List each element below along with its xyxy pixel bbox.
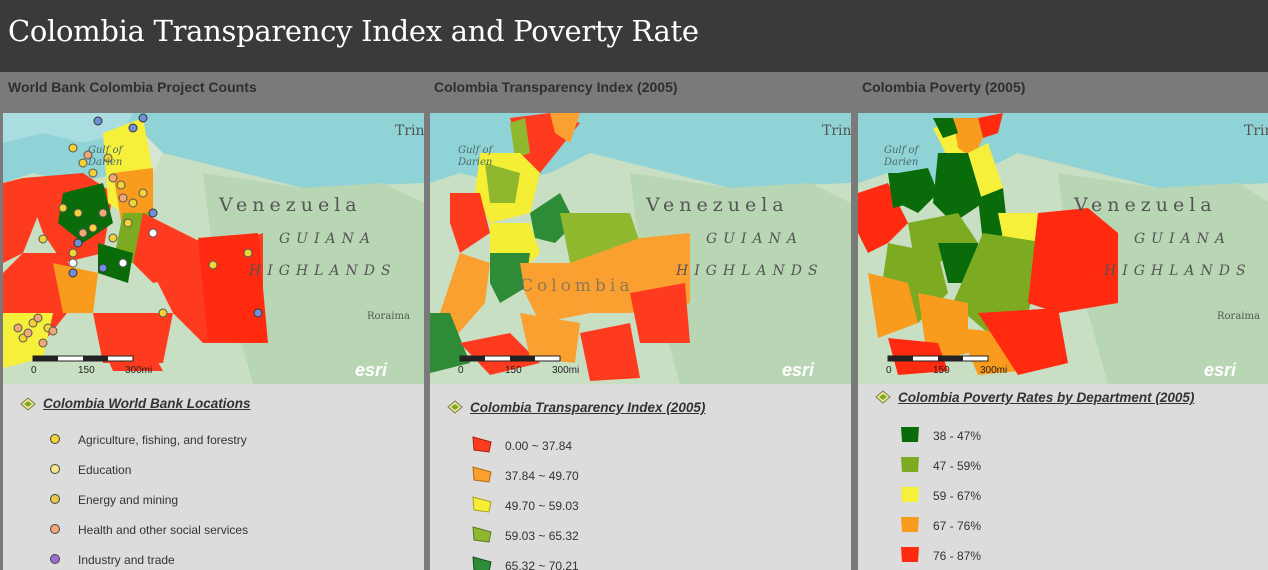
legend-item: Industry and trade xyxy=(3,548,424,570)
map-label-trin: Trin xyxy=(1244,123,1268,139)
layer-icon xyxy=(447,400,463,414)
map-label-darien: Darien xyxy=(87,157,122,168)
legend-swatch xyxy=(472,466,492,483)
legend-title[interactable]: Colombia World Bank Locations xyxy=(43,396,251,411)
legend-item: 59 - 67% xyxy=(858,484,1268,508)
legend-title[interactable]: Colombia Transparency Index (2005) xyxy=(470,400,706,415)
legend-swatch xyxy=(472,496,492,513)
legend-item: 47 - 59% xyxy=(858,454,1268,478)
esri-logo: esri xyxy=(782,360,815,380)
legend-dot xyxy=(50,434,60,444)
legend-item: 49.70 ~ 59.03 xyxy=(430,494,851,518)
legend-swatch xyxy=(901,517,919,532)
map-label-darien: Darien xyxy=(883,157,918,168)
map-project-counts[interactable]: Gulf of Darien Venezuela GUIANA HIGHLAND… xyxy=(3,113,424,384)
esri-logo: esri xyxy=(1204,360,1237,380)
scale-label-300: 300mi xyxy=(125,365,152,376)
legend-item: 37.84 ~ 49.70 xyxy=(430,464,851,488)
scale-label-0: 0 xyxy=(458,365,464,376)
scale-bar: 0 150 300mi xyxy=(458,355,579,376)
map-label-gulf: Gulf of xyxy=(458,145,495,156)
scale-label-150: 150 xyxy=(78,365,95,376)
map-transparency[interactable]: Gulf of Darien Venezuela GUIANA HIGHLAND… xyxy=(430,113,851,384)
panel-title: Colombia Transparency Index (2005) xyxy=(434,79,678,95)
map-label-highlands: HIGHLANDS xyxy=(675,263,824,279)
scale-label-150: 150 xyxy=(505,365,522,376)
legend-title[interactable]: Colombia Poverty Rates by Department (20… xyxy=(898,390,1195,405)
legend-dot xyxy=(50,554,60,564)
legend-poverty: Colombia Poverty Rates by Department (20… xyxy=(858,384,1268,570)
header-bar: Colombia Transparency Index and Poverty … xyxy=(0,0,1268,72)
legend-dot xyxy=(50,494,60,504)
layer-icon xyxy=(20,397,36,411)
legend-item: 76 - 87% xyxy=(858,544,1268,568)
legend-dot xyxy=(50,524,60,534)
map-label-trin: Trin xyxy=(822,123,851,139)
map-label-darien: Darien xyxy=(457,157,492,168)
panel-title: World Bank Colombia Project Counts xyxy=(8,79,257,95)
legend-item: 65.32 ~ 70.21 xyxy=(430,554,851,570)
legend-project-counts: Colombia World Bank Locations Agricultur… xyxy=(3,384,424,570)
map-label-venezuela: Venezuela xyxy=(645,194,789,216)
legend-item: 67 - 76% xyxy=(858,514,1268,538)
map-label-gulf: Gulf of xyxy=(88,145,125,156)
layer-icon xyxy=(875,390,891,404)
scale-label-0: 0 xyxy=(31,365,37,376)
map-label-guiana: GUIANA xyxy=(706,231,803,247)
legend-dot xyxy=(50,464,60,474)
panel-title: Colombia Poverty (2005) xyxy=(862,79,1026,95)
map-label-roraima: Roraima xyxy=(1217,311,1260,322)
scale-bar: 0 150 300mi xyxy=(886,355,1007,376)
legend-transparency: Colombia Transparency Index (2005) 0.00 … xyxy=(430,384,851,570)
map-label-highlands: HIGHLANDS xyxy=(248,263,397,279)
legend-item: Agriculture, fishing, and forestry xyxy=(3,428,424,452)
scale-label-0: 0 xyxy=(886,365,892,376)
legend-swatch xyxy=(472,556,492,570)
esri-logo: esri xyxy=(355,360,388,380)
scale-label-300: 300mi xyxy=(552,365,579,376)
map-label-guiana: GUIANA xyxy=(1134,231,1231,247)
legend-item: 38 - 47% xyxy=(858,424,1268,448)
panel-project-counts: World Bank Colombia Project Counts xyxy=(0,72,428,570)
legend-item: Education xyxy=(3,458,424,482)
panel-poverty: Colombia Poverty (2005) xyxy=(856,72,1268,570)
scale-label-150: 150 xyxy=(933,365,950,376)
legend-item: Energy and mining xyxy=(3,488,424,512)
legend-swatch xyxy=(472,526,492,543)
page-title: Colombia Transparency Index and Poverty … xyxy=(8,14,699,48)
legend-swatch xyxy=(901,487,919,502)
legend-swatch xyxy=(901,457,919,472)
map-poverty[interactable]: Gulf of Darien Venezuela GUIANA HIGHLAND… xyxy=(858,113,1268,384)
panel-transparency: Colombia Transparency Index (2005) xyxy=(428,72,856,570)
map-label-trin: Trin xyxy=(395,123,424,139)
map-label-highlands: HIGHLANDS xyxy=(1103,263,1252,279)
legend-item: Health and other social services xyxy=(3,518,424,542)
map-label-venezuela: Venezuela xyxy=(218,194,362,216)
legend-item: 59.03 ~ 65.32 xyxy=(430,524,851,548)
map-label-guiana: GUIANA xyxy=(279,231,376,247)
map-label-colombia: Colombia xyxy=(520,276,634,296)
map-label-venezuela: Venezuela xyxy=(1073,194,1217,216)
legend-swatch xyxy=(472,436,492,453)
legend-swatch xyxy=(901,547,919,562)
scale-bar: 0 150 300mi xyxy=(31,355,152,376)
scale-label-300: 300mi xyxy=(980,365,1007,376)
map-label-gulf: Gulf of xyxy=(884,145,921,156)
legend-swatch xyxy=(901,427,919,442)
map-label-roraima: Roraima xyxy=(367,311,410,322)
legend-item: 0.00 ~ 37.84 xyxy=(430,434,851,458)
